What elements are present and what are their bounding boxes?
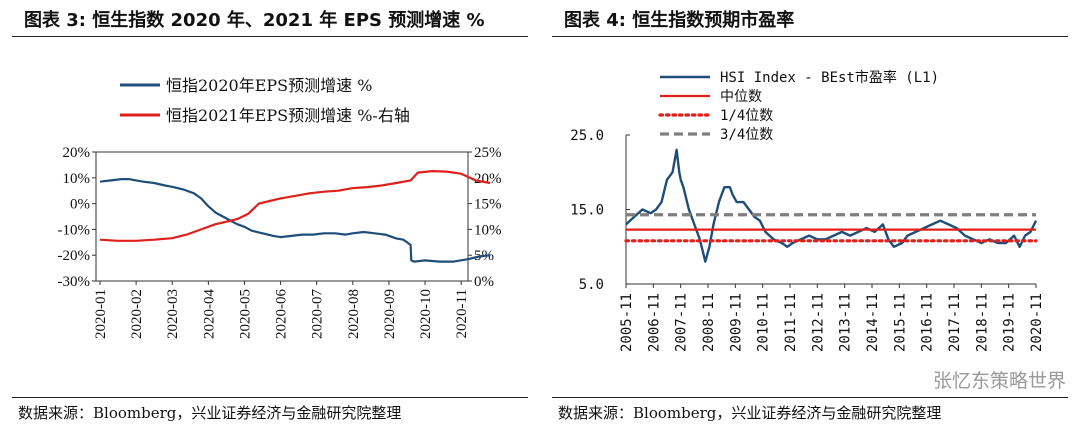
right-figure-title: 图表 4: 恒生指数预期市盈率 xyxy=(564,10,795,31)
right-y-tick-label: 20% xyxy=(474,171,502,187)
right-y-tick-label: 15% xyxy=(474,197,502,213)
right-source-note: 数据来源：Bloomberg，兴业证券经济与金融研究院整理 xyxy=(558,404,942,422)
x-tick-label: 2020-07 xyxy=(310,289,326,339)
upper-quartile-legend-label: 3/4位数 xyxy=(720,127,773,143)
x-tick-label: 2012-11 xyxy=(810,293,826,352)
y-tick-label: 15.0 xyxy=(570,203,604,219)
x-tick-label: 2007-11 xyxy=(674,293,690,352)
x-tick-label: 2015-11 xyxy=(892,293,908,352)
x-tick-label: 2009-11 xyxy=(728,293,744,352)
forward-pe-chart: 25.0 15.0 5.0 2005-11 2006-11 2007-11 2008-11 2… xyxy=(570,69,1045,352)
left-y-tick-label: 20% xyxy=(63,145,91,161)
eps-2020-growth-line xyxy=(99,178,491,263)
right-chart-panel: 图表 4: 恒生指数预期市盈率 25.0 15.0 5.0 2005-11 2006-1… xyxy=(540,0,1080,430)
left-y-tick-label: -10% xyxy=(58,222,91,238)
x-tick-label: 2017-11 xyxy=(947,293,963,352)
x-tick-label: 2011-11 xyxy=(783,293,799,352)
left-y-tick-label: -20% xyxy=(58,248,91,264)
left-chart-panel: 图表 3: 恒生指数 2020 年、2021 年 EPS 预测增速 % 20% 1… xyxy=(12,10,528,422)
x-tick-label: 2020-10 xyxy=(418,289,434,339)
x-tick-label: 2020-02 xyxy=(129,289,145,339)
median-legend-label: 中位数 xyxy=(720,89,762,105)
x-tick-label: 2020-01 xyxy=(93,289,109,339)
x-tick-label: 2013-11 xyxy=(838,293,854,352)
x-tick-label: 2020-08 xyxy=(346,289,362,339)
right-y-tick-label: 0% xyxy=(474,274,494,290)
plot-area-frame xyxy=(95,151,469,282)
lower-quartile-legend-label: 1/4位数 xyxy=(720,108,773,124)
right-y-tick-label: 25% xyxy=(474,145,502,161)
left-top-rule xyxy=(12,36,528,37)
x-tick-label: 2020-03 xyxy=(165,289,181,339)
x-tick-label: 2014-11 xyxy=(865,293,881,352)
x-tick-label: 2005-11 xyxy=(619,293,635,352)
y-tick-label: 25.0 xyxy=(570,128,604,144)
legend-label-2020: 恒指2020年EPS预测增速 % xyxy=(166,76,372,95)
legend-label-2021: 恒指2021年EPS预测增速 %-右轴 xyxy=(166,106,410,125)
x-tick-label: 2020-11 xyxy=(1029,293,1045,352)
right-top-rule xyxy=(552,36,1068,37)
x-tick-label: 2016-11 xyxy=(920,293,936,352)
left-figure-title: 图表 3: 恒生指数 2020 年、2021 年 EPS 预测增速 % xyxy=(24,10,485,31)
x-tick-label: 2008-11 xyxy=(701,293,717,352)
x-tick-label: 2006-11 xyxy=(646,293,662,352)
x-tick-label: 2020-11 xyxy=(454,289,470,338)
x-tick-label: 2018-11 xyxy=(974,293,990,352)
right-bottom-rule xyxy=(552,397,1068,398)
x-tick-label: 2020-04 xyxy=(201,289,217,339)
left-y-tick-label: 0% xyxy=(70,197,90,213)
wechat-watermark: 张忆东策略世界 xyxy=(932,370,1066,392)
left-bottom-rule xyxy=(12,397,528,398)
x-tick-label: 2019-11 xyxy=(1002,293,1018,352)
x-tick-label: 2010-11 xyxy=(756,293,772,352)
x-tick-label: 2020-06 xyxy=(274,289,290,339)
left-y-tick-label: -30% xyxy=(58,274,91,290)
right-y-tick-label: 10% xyxy=(474,222,502,238)
pe-ratio-line xyxy=(625,148,1038,263)
x-tick-label: 2020-05 xyxy=(237,289,253,339)
left-source-note: 数据来源：Bloomberg，兴业证券经济与金融研究院整理 xyxy=(18,404,402,422)
left-y-tick-label: 10% xyxy=(63,171,91,187)
x-tick-label: 2020-09 xyxy=(382,289,398,339)
eps-growth-chart: 20%10%0%-10%-20%-30%25%20%15%10%5%0%2020… xyxy=(58,76,502,339)
y-tick-label: 5.0 xyxy=(579,277,604,293)
eps-2021-growth-line xyxy=(99,170,491,242)
pe-ratio-legend-label: HSI Index - BEst市盈率 (L1) xyxy=(720,69,939,86)
